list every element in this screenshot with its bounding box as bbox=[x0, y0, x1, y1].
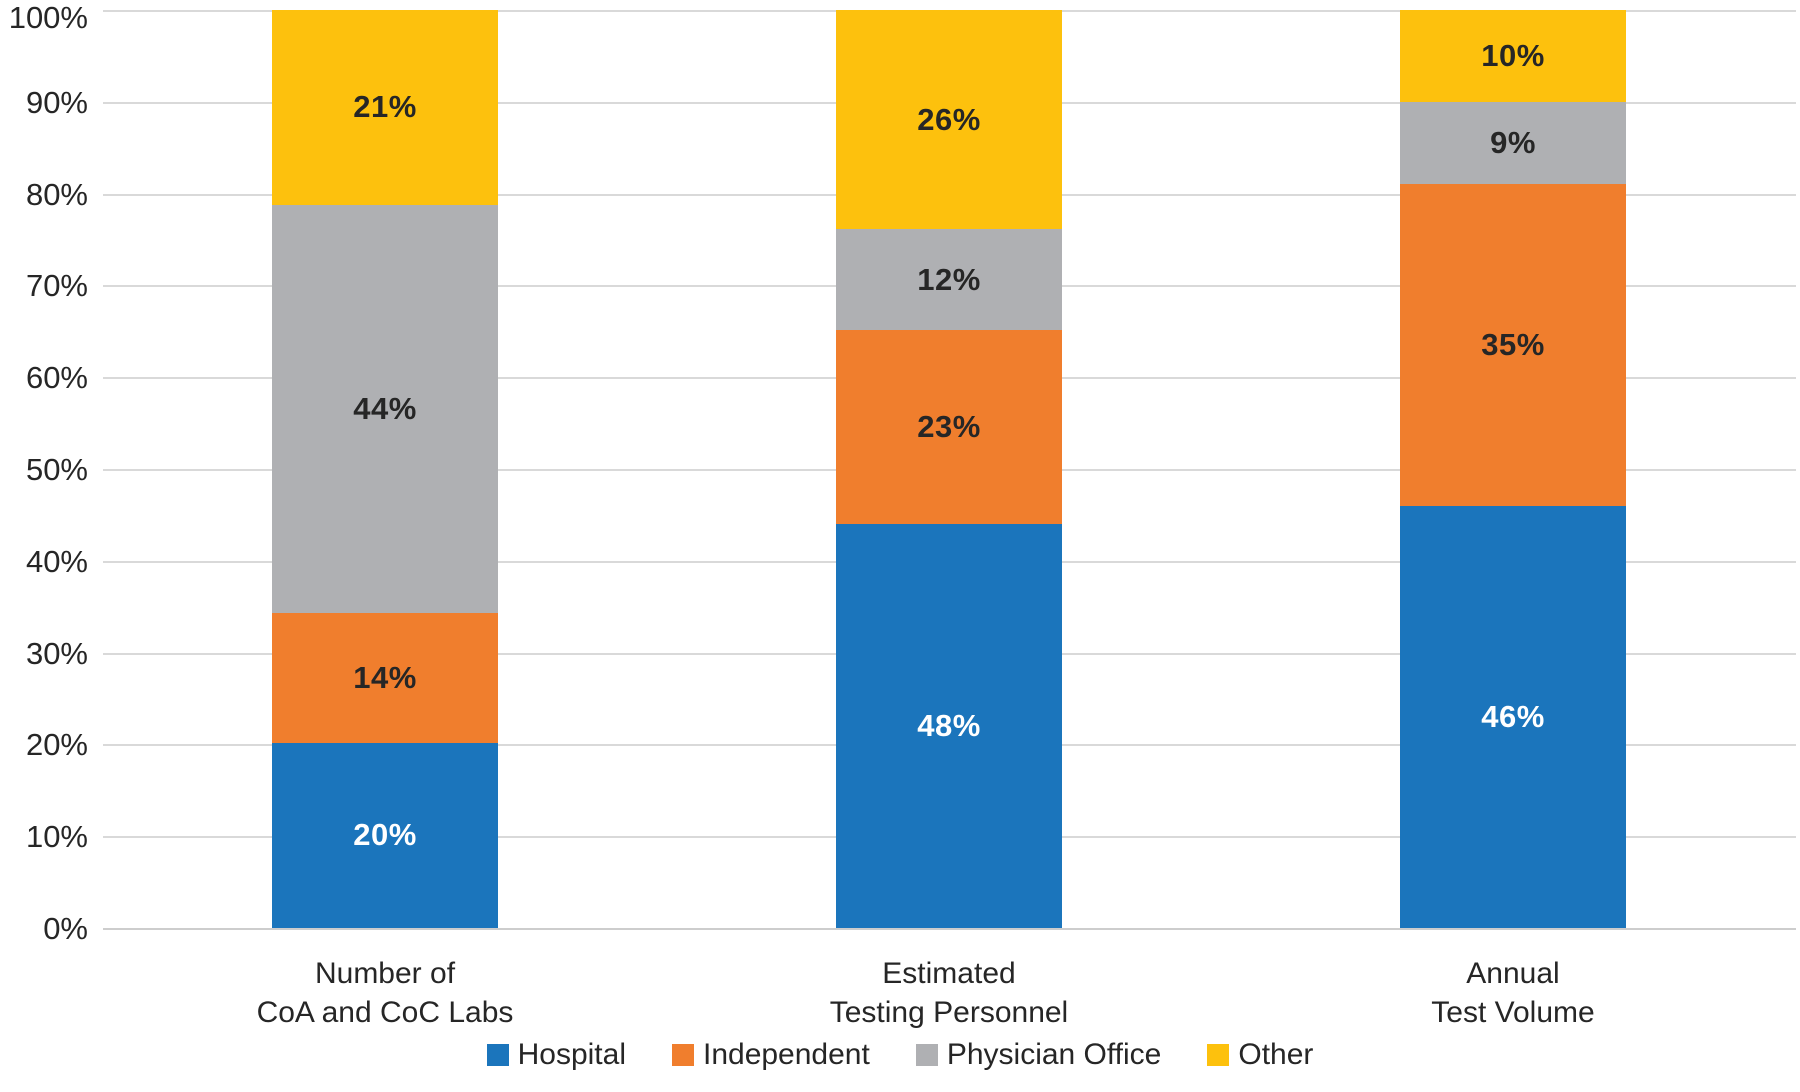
y-axis-tick-label: 60% bbox=[25, 360, 88, 396]
segment-data-label: 48% bbox=[917, 707, 981, 743]
category-label: Annual Test Volume bbox=[1231, 954, 1795, 1032]
legend-swatch-independent bbox=[671, 1044, 694, 1066]
category-label-line: Test Volume bbox=[1431, 996, 1595, 1029]
category-label-line: Number of bbox=[314, 957, 456, 990]
legend-item-hospital: Hospital bbox=[486, 1038, 626, 1072]
bar-segment-independent: 23% bbox=[836, 330, 1062, 524]
category-label: Number of CoA and CoC Labs bbox=[103, 954, 667, 1032]
bar-segment-independent: 14% bbox=[272, 612, 498, 743]
segment-data-label: 12% bbox=[917, 261, 981, 297]
bar-segment-independent: 35% bbox=[1400, 184, 1626, 506]
legend-swatch-hospital bbox=[486, 1044, 509, 1066]
segment-data-label: 20% bbox=[353, 817, 417, 853]
segment-data-label: 21% bbox=[353, 89, 417, 125]
bar-column-2: 48% 23% 12% 26% bbox=[836, 10, 1062, 928]
legend-item-physician-office: Physician Office bbox=[915, 1038, 1162, 1072]
bar-segment-hospital: 20% bbox=[272, 742, 498, 928]
legend-item-independent: Independent bbox=[671, 1038, 870, 1072]
bar-segment-physician-office: 44% bbox=[272, 204, 498, 613]
bar-segment-hospital: 46% bbox=[1400, 505, 1626, 928]
segment-data-label: 9% bbox=[1490, 125, 1536, 161]
category-label-line: Testing Personnel bbox=[829, 996, 1069, 1029]
segment-data-label: 10% bbox=[1481, 37, 1545, 73]
y-axis-tick-label: 70% bbox=[25, 268, 88, 304]
legend-label: Physician Office bbox=[946, 1038, 1162, 1071]
legend-swatch-other bbox=[1207, 1044, 1230, 1066]
bar-segment-physician-office: 12% bbox=[836, 228, 1062, 331]
bar-column-3: 46% 35% 9% 10% bbox=[1400, 10, 1626, 928]
y-axis-tick-label: 10% bbox=[25, 819, 88, 855]
legend-swatch-physician-office bbox=[915, 1044, 938, 1066]
bar-segment-other: 10% bbox=[1400, 10, 1626, 102]
segment-data-label: 44% bbox=[353, 390, 417, 426]
category-label: Estimated Testing Personnel bbox=[667, 954, 1231, 1032]
category-label-line: Estimated bbox=[882, 957, 1016, 990]
y-axis-tick-label: 30% bbox=[25, 635, 88, 671]
bar-segment-physician-office: 9% bbox=[1400, 101, 1626, 185]
segment-data-label: 14% bbox=[353, 659, 417, 695]
y-axis-tick-label: 90% bbox=[25, 84, 88, 120]
y-axis-tick-label: 20% bbox=[25, 727, 88, 763]
legend-item-other: Other bbox=[1207, 1038, 1313, 1072]
y-axis-tick-label: 80% bbox=[25, 176, 88, 212]
legend-label: Other bbox=[1238, 1038, 1314, 1071]
bar-segment-hospital: 48% bbox=[836, 523, 1062, 928]
y-axis-tick-label: 50% bbox=[25, 452, 88, 487]
legend: Hospital Independent Physician Office Other bbox=[0, 1038, 1800, 1072]
segment-data-label: 46% bbox=[1481, 698, 1545, 734]
legend-label: Hospital bbox=[517, 1038, 626, 1071]
y-axis-tick-label: 40% bbox=[25, 543, 88, 579]
x-axis-line bbox=[103, 928, 1796, 930]
segment-data-label: 26% bbox=[917, 101, 981, 137]
segment-data-label: 23% bbox=[917, 408, 981, 444]
bar-segment-other: 26% bbox=[836, 10, 1062, 229]
bar-segment-other: 21% bbox=[272, 10, 498, 205]
y-axis-tick-label: 0% bbox=[43, 911, 88, 946]
category-label-line: CoA and CoC Labs bbox=[256, 996, 514, 1029]
y-axis-tick-label: 100% bbox=[8, 0, 88, 35]
bar-column-1: 20% 14% 44% 21% bbox=[272, 10, 498, 928]
legend-label: Independent bbox=[702, 1038, 870, 1071]
segment-data-label: 35% bbox=[1481, 327, 1545, 363]
category-label-line: Annual bbox=[1466, 957, 1560, 990]
